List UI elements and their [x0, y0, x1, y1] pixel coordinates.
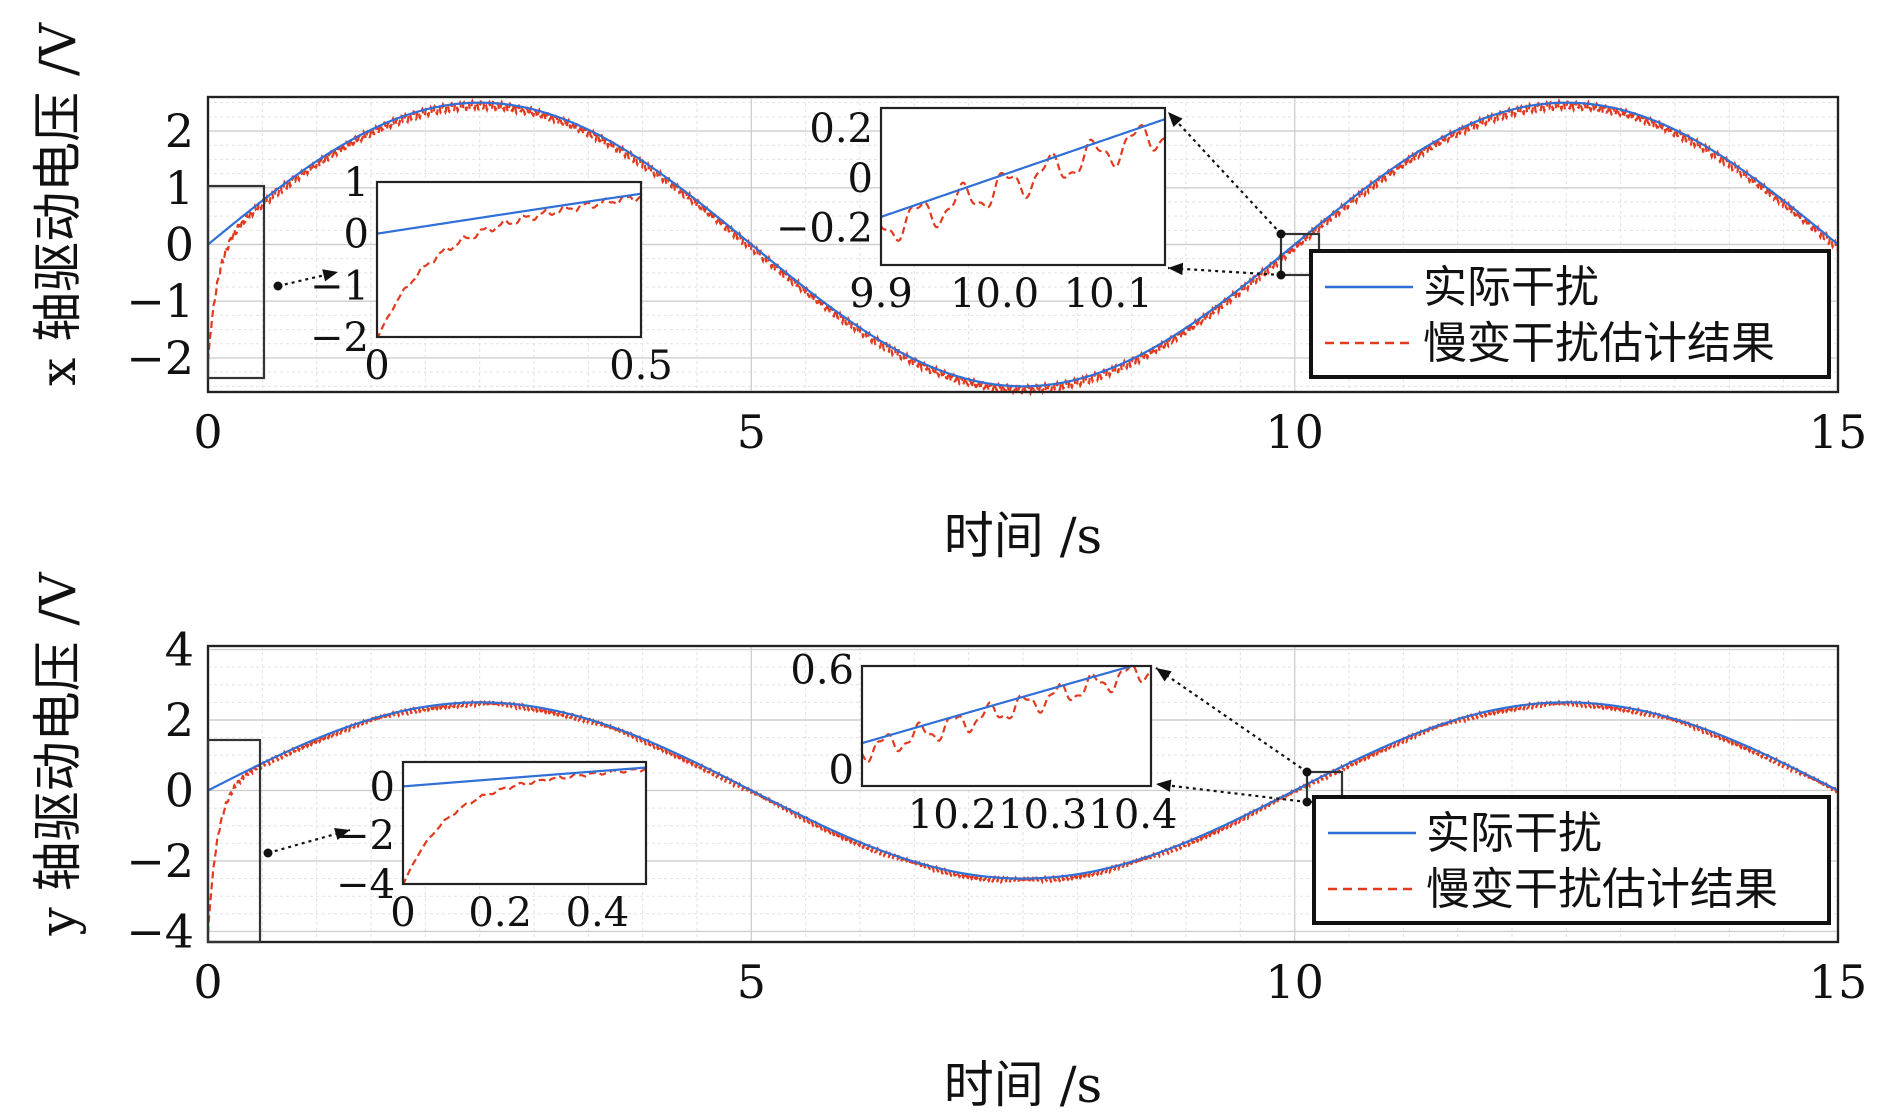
x-axis-label: 时间 /s	[944, 1056, 1102, 1114]
inset-x-tick-label: 0.2	[468, 890, 532, 936]
inset-y-tick-label: 0	[344, 212, 369, 258]
zoom-arrow-head	[322, 269, 338, 282]
x-tick-label: 5	[737, 955, 766, 1009]
inset-1: 0 0.5 −2 −1 0 1	[310, 160, 673, 389]
x-axis-label: 时间 /s	[944, 507, 1102, 565]
y-tick-label: 0	[165, 218, 194, 272]
inset-x-tick-label: 0	[390, 890, 415, 936]
inset-actual-line	[377, 192, 641, 235]
y-tick-label: 1	[165, 161, 194, 215]
zoom-arrow-dot	[263, 848, 273, 858]
x-tick-label: 15	[1809, 955, 1868, 1009]
inset-y-tick-label: 0	[829, 747, 854, 793]
zoom-arrow-head	[1156, 668, 1172, 682]
inset-area	[377, 182, 641, 337]
inset-y-tick-label: −4	[336, 862, 395, 908]
zoom-arrow-dot	[1302, 767, 1312, 777]
y-tick-label: −2	[126, 834, 194, 888]
inset-y-tick-label: −2	[310, 315, 369, 361]
x-tick-label: 10	[1265, 405, 1324, 459]
inset-2: 10.2 10.3 10.4 0 0.6	[790, 647, 1177, 838]
inset-x-tick-label: 10.1	[1064, 271, 1153, 317]
series-actual-line	[207, 701, 1839, 880]
zoom-arrow	[1167, 266, 1282, 277]
inset-y-tick-label: −2	[336, 813, 395, 859]
y-axis-label: x 轴驱动电压 /V	[29, 22, 87, 386]
legend-label: 慢变干扰估计结果	[1426, 864, 1778, 915]
y-tick-label: 2	[165, 104, 194, 158]
inset-estimate-line	[881, 124, 1165, 242]
inset-y-tick-label: −0.2	[776, 206, 873, 252]
series-actual-line	[207, 101, 1839, 388]
x-tick-label: 5	[737, 405, 766, 459]
legend-box	[1312, 795, 1831, 925]
series-estimate-line	[206, 699, 1840, 934]
inset-y-tick-label: 1	[344, 160, 369, 206]
inset-area	[403, 762, 646, 884]
inset-area	[881, 108, 1165, 265]
y-tick-label: −1	[126, 274, 194, 328]
inset-frame	[375, 180, 643, 339]
inset-x-tick-label: 0.5	[609, 343, 673, 389]
y-tick-label: −2	[126, 331, 194, 385]
legend-label: 慢变干扰估计结果	[1423, 318, 1775, 369]
inset-y-tick-label: 0.2	[809, 106, 873, 152]
y-tick-label: 0	[165, 763, 194, 817]
inset-x-tick-label: 10.0	[950, 271, 1039, 317]
inset-x-tick-label: 10.3	[998, 792, 1087, 838]
inset-frame	[401, 760, 648, 886]
inset-y-tick-label: −1	[310, 263, 369, 309]
x-tick-label: 15	[1809, 405, 1868, 459]
y-tick-label: −4	[126, 904, 194, 958]
inset-area	[862, 666, 1151, 786]
x-tick-label: 0	[193, 955, 222, 1009]
zoom-arrow	[1155, 782, 1308, 804]
legend-label: 实际干扰	[1423, 262, 1599, 313]
x-tick-label: 10	[1265, 955, 1324, 1009]
inset-actual-line	[403, 766, 646, 788]
inset-actual-line	[881, 118, 1165, 218]
zoom-arrow-dot	[273, 281, 283, 291]
inset-y-tick-label: 0	[848, 156, 873, 202]
y-axis-label: y 轴驱动电压 /V	[29, 572, 87, 937]
zoom-arrow	[1155, 667, 1308, 773]
zoom-arrow-dot	[1276, 270, 1286, 280]
series-estimate-line	[206, 98, 1840, 397]
legend-label: 实际干扰	[1426, 808, 1602, 859]
inset-estimate-line	[862, 666, 1151, 764]
zoom-arrow-dot	[1302, 797, 1312, 807]
inset-2: 9.9 10.0 10.1 −0.200.2	[776, 106, 1167, 317]
zoom-arrow-head	[334, 827, 350, 840]
inset-y-tick-label: 0.6	[790, 647, 854, 693]
inset-x-tick-label: 10.4	[1088, 792, 1177, 838]
y-tick-label: 4	[165, 623, 194, 677]
zoom-region-box	[206, 184, 266, 380]
zoom-arrow-dot	[1276, 229, 1286, 239]
inset-frame	[860, 664, 1153, 788]
legend-box	[1309, 249, 1831, 379]
zoom-arrow-head	[1168, 112, 1183, 128]
inset-1: 0 0.2 0.4−4−20	[336, 760, 648, 936]
inset-x-tick-label: 9.9	[849, 271, 913, 317]
inset-estimate-line	[403, 767, 646, 884]
inset-x-tick-label: 0.4	[566, 890, 630, 936]
zoom-region-box	[206, 738, 262, 944]
inset-x-tick-label: 0	[364, 343, 389, 389]
zoom-arrow-head	[1168, 262, 1184, 276]
inset-estimate-line	[377, 195, 641, 337]
inset-x-tick-label: 10.2	[908, 792, 997, 838]
x-tick-label: 0	[193, 405, 222, 459]
inset-y-tick-label: 0	[370, 764, 395, 810]
zoom-arrow-head	[1156, 779, 1172, 792]
inset-frame	[879, 106, 1167, 267]
y-tick-label: 2	[165, 693, 194, 747]
inset-actual-line	[862, 666, 1136, 745]
